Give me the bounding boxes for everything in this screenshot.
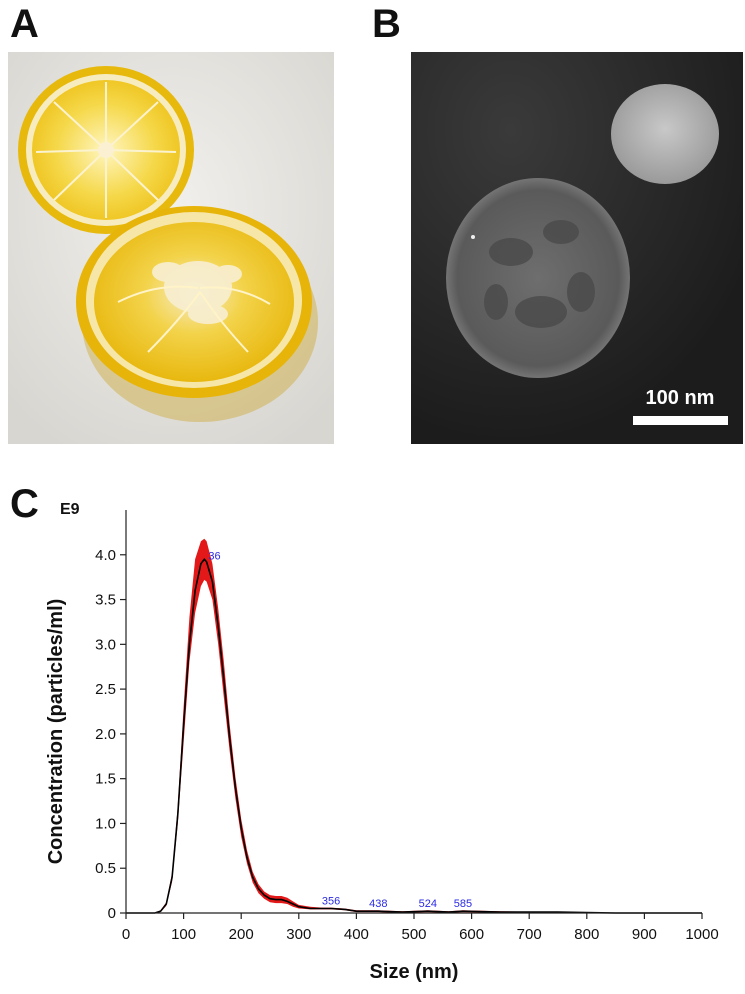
vesicle-large [446, 178, 630, 378]
peak-label: 524 [419, 898, 437, 910]
y-tick-label: 2.5 [95, 681, 116, 698]
x-tick-label: 700 [517, 926, 542, 943]
y-tick-label: 3.5 [95, 592, 116, 609]
peak-label: 356 [322, 896, 340, 908]
x-tick-label: 500 [401, 926, 426, 943]
error-band [126, 538, 702, 913]
y-axis-title: Concentration (particles/ml) [45, 599, 67, 865]
x-axis-title: Size (nm) [370, 961, 459, 983]
lemon-photo [8, 52, 334, 444]
x-tick-label: 400 [344, 926, 369, 943]
vesicle-small [611, 84, 719, 184]
y-tick-label: 0 [108, 905, 116, 922]
x-tick-label: 800 [574, 926, 599, 943]
x-tick-label: 600 [459, 926, 484, 943]
lemon-half-back [18, 66, 194, 234]
y-tick-label: 3.0 [95, 636, 116, 653]
y-tick-label: 4.0 [95, 547, 116, 564]
x-tick-label: 900 [632, 926, 657, 943]
y-tick-label: 1.5 [95, 771, 116, 788]
tem-micrograph: 100 nm [411, 52, 743, 444]
scale-bar [633, 416, 728, 425]
y-tick-label: 1.0 [95, 815, 116, 832]
peak-label: 438 [369, 898, 387, 910]
x-tick-label: 100 [171, 926, 196, 943]
panel-label-b: B [372, 2, 401, 46]
scale-bar-label: 100 nm [646, 387, 715, 409]
mean-line [126, 558, 702, 914]
peak-label: 36 [208, 550, 220, 562]
x-tick-label: 1000 [685, 926, 718, 943]
x-tick-label: 0 [122, 926, 130, 943]
lemon-half-front [76, 206, 318, 422]
size-distribution-chart: 0 100 200 300 400 500 600 700 800 900 1000 0 0.5 1.0 1… [45, 501, 719, 983]
panel-label-c: C [10, 482, 39, 526]
y-tick-label: 0.5 [95, 860, 116, 877]
x-tick-label: 200 [229, 926, 254, 943]
panel-label-a: A [10, 2, 39, 46]
x-tick-label: 300 [286, 926, 311, 943]
y-tick-label: 2.0 [95, 726, 116, 743]
y-multiplier-label: E9 [60, 501, 80, 518]
peak-label: 585 [454, 898, 472, 910]
